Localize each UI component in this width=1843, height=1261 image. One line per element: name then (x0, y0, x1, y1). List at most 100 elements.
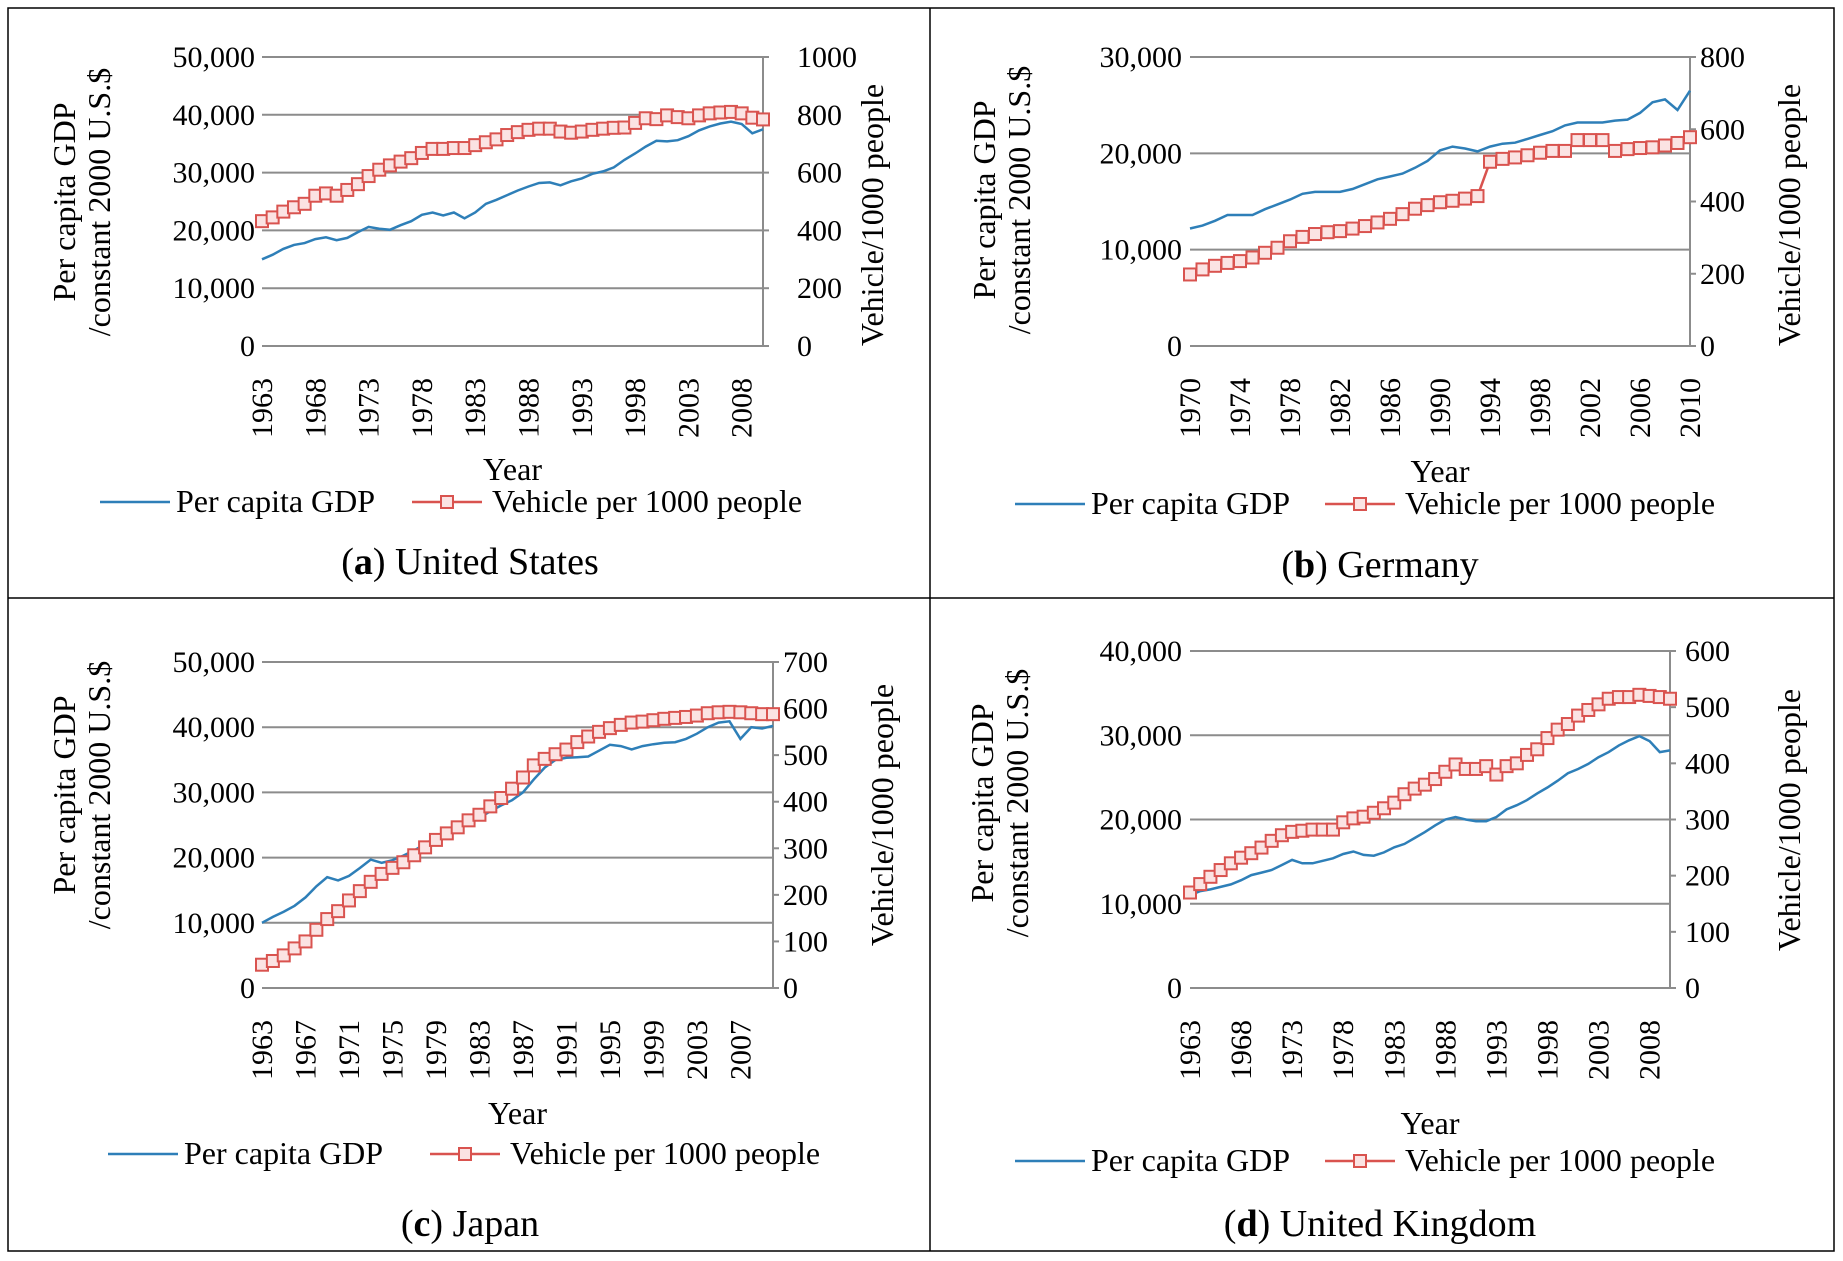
x-tick-label: 1983 (463, 1020, 496, 1080)
x-axis-label: Year (1411, 453, 1470, 489)
vehicle-point (1333, 224, 1347, 239)
y2-tick-label: 800 (1700, 41, 1745, 74)
vehicle-point (1670, 135, 1685, 150)
vehicle-point (756, 112, 770, 127)
panels: 0 10,000 20,000 30,000 40,000 50,000 0 200 400 60… (46, 41, 1807, 1245)
vehicle-point (1545, 143, 1560, 158)
vehicle-point (298, 934, 313, 949)
vehicle-point (297, 196, 312, 211)
legend-vehicle-label: Vehicle per 1000 people (492, 483, 802, 519)
vehicle-point (1433, 195, 1447, 210)
y-tick-label: 40,000 (173, 711, 256, 744)
x-tick-label: 1975 (376, 1020, 409, 1080)
vehicle-point (559, 742, 574, 757)
y-tick-label: 20,000 (173, 214, 256, 247)
vehicle-point (515, 770, 530, 785)
x-tick-label: 1993 (566, 378, 599, 438)
legend-vehicle-label: Vehicle per 1000 people (510, 1135, 820, 1171)
vehicle-point (1540, 731, 1555, 746)
vehicle-point (1583, 133, 1597, 148)
vehicle-point (1633, 141, 1647, 156)
legend-gdp-label: Per capita GDP (1091, 1142, 1290, 1178)
y-tick-label: 10,000 (173, 907, 256, 940)
vehicle-point (407, 848, 422, 863)
y2-tick-label: 500 (783, 739, 828, 772)
vehicle-point (1183, 885, 1197, 900)
vehicle-point (1595, 133, 1610, 148)
vehicle-point (320, 912, 335, 927)
y-axis-label-line1: Per capita GDP (966, 100, 1002, 299)
panel-letter: c (414, 1203, 431, 1245)
legend-vehicle-marker (440, 495, 454, 509)
vehicle-point (1520, 148, 1535, 163)
x-tick-label: 1993 (1480, 1020, 1513, 1080)
vehicle-point (1208, 258, 1222, 273)
vehicle-point (1445, 193, 1460, 208)
x-tick-label: 2006 (1624, 378, 1657, 438)
vehicle-point (1438, 764, 1453, 779)
x-axis-label: Year (483, 451, 542, 487)
chart-panel-a: 0 10,000 20,000 30,000 40,000 50,000 0 200 400 60… (46, 41, 890, 583)
vehicle-point (505, 781, 520, 796)
outer-border (7, 7, 1835, 1252)
y-tick-label: 20,000 (1100, 137, 1183, 170)
y2-tick-label: 600 (1685, 635, 1730, 668)
panel-title: (c) Japan (401, 1203, 539, 1245)
legend-vehicle-label: Vehicle per 1000 people (1405, 485, 1715, 521)
y-axis-label-line1: Per capita GDP (46, 695, 82, 894)
y2-tick-label: 200 (1700, 258, 1745, 291)
vehicle-point (1428, 772, 1443, 787)
y-axis-label-line1: Per capita GDP (964, 703, 1000, 902)
x-tick-label: 1968 (1225, 1020, 1258, 1080)
x-tick-label: 1978 (1327, 1020, 1360, 1080)
y-tick-label: 0 (240, 972, 255, 1005)
x-tick-label: 1995 (594, 1020, 627, 1080)
y-tick-label: 10,000 (173, 272, 256, 305)
y-tick-label: 0 (1167, 330, 1182, 363)
y2-tick-label: 600 (783, 693, 828, 726)
y-tick-label: 30,000 (173, 776, 256, 809)
y-tick-label: 30,000 (173, 157, 256, 190)
x-tick-label: 1988 (1429, 1020, 1462, 1080)
y2-tick-label: 1000 (797, 41, 857, 74)
y2-tick-label: 0 (797, 330, 812, 363)
vehicle-point (1608, 143, 1622, 158)
vehicle-point (1470, 189, 1485, 204)
y-axis-label-line2: /constant 2000 U.S.$ (999, 669, 1035, 937)
x-tick-label: 2003 (1583, 1020, 1616, 1080)
y2-tick-label: 800 (797, 99, 842, 132)
vehicle-point (418, 840, 433, 855)
panel-title: (b) Germany (1281, 544, 1478, 586)
vehicle-point (1233, 254, 1247, 269)
legend-gdp-label: Per capita GDP (184, 1135, 383, 1171)
vehicle-point (1395, 207, 1410, 222)
vehicle-point (1663, 691, 1677, 706)
x-tick-label: 1963 (246, 378, 279, 438)
y-tick-label: 10,000 (1100, 888, 1183, 921)
y-axis-label-line1: Per capita GDP (46, 102, 82, 301)
vehicle-point (1620, 142, 1635, 157)
panel-letter: b (1294, 544, 1315, 586)
vehicle-point (1508, 150, 1522, 165)
vehicle-point (1509, 756, 1524, 771)
y-tick-label: 50,000 (173, 646, 256, 679)
chart-panel-d: 0 10,000 20,000 30,000 40,000 0 100 200 300 400 50… (964, 635, 1807, 1245)
panel-title-text: Germany (1337, 544, 1478, 586)
y2-tick-label: 400 (1700, 186, 1745, 219)
vehicle-point (1283, 234, 1297, 249)
x-tick-label: 1988 (512, 378, 545, 438)
series-vehicle-line (1189, 693, 1671, 894)
legend: Per capita GDP Vehicle per 1000 people (1015, 1142, 1715, 1178)
series-gdp-line (261, 719, 774, 924)
x-tick-label: 1974 (1224, 378, 1257, 438)
x-tick-label: 1986 (1374, 378, 1407, 438)
y2-tick-label: 600 (1700, 113, 1745, 146)
y2-tick-label: 0 (1685, 972, 1700, 1005)
x-tick-label: 1979 (420, 1020, 453, 1080)
x-tick-label: 2010 (1674, 378, 1707, 438)
vehicle-point (1530, 742, 1545, 757)
panel-title: (a) United States (341, 541, 599, 583)
x-tick-label: 2008 (726, 378, 759, 438)
vehicle-point (1533, 145, 1547, 160)
